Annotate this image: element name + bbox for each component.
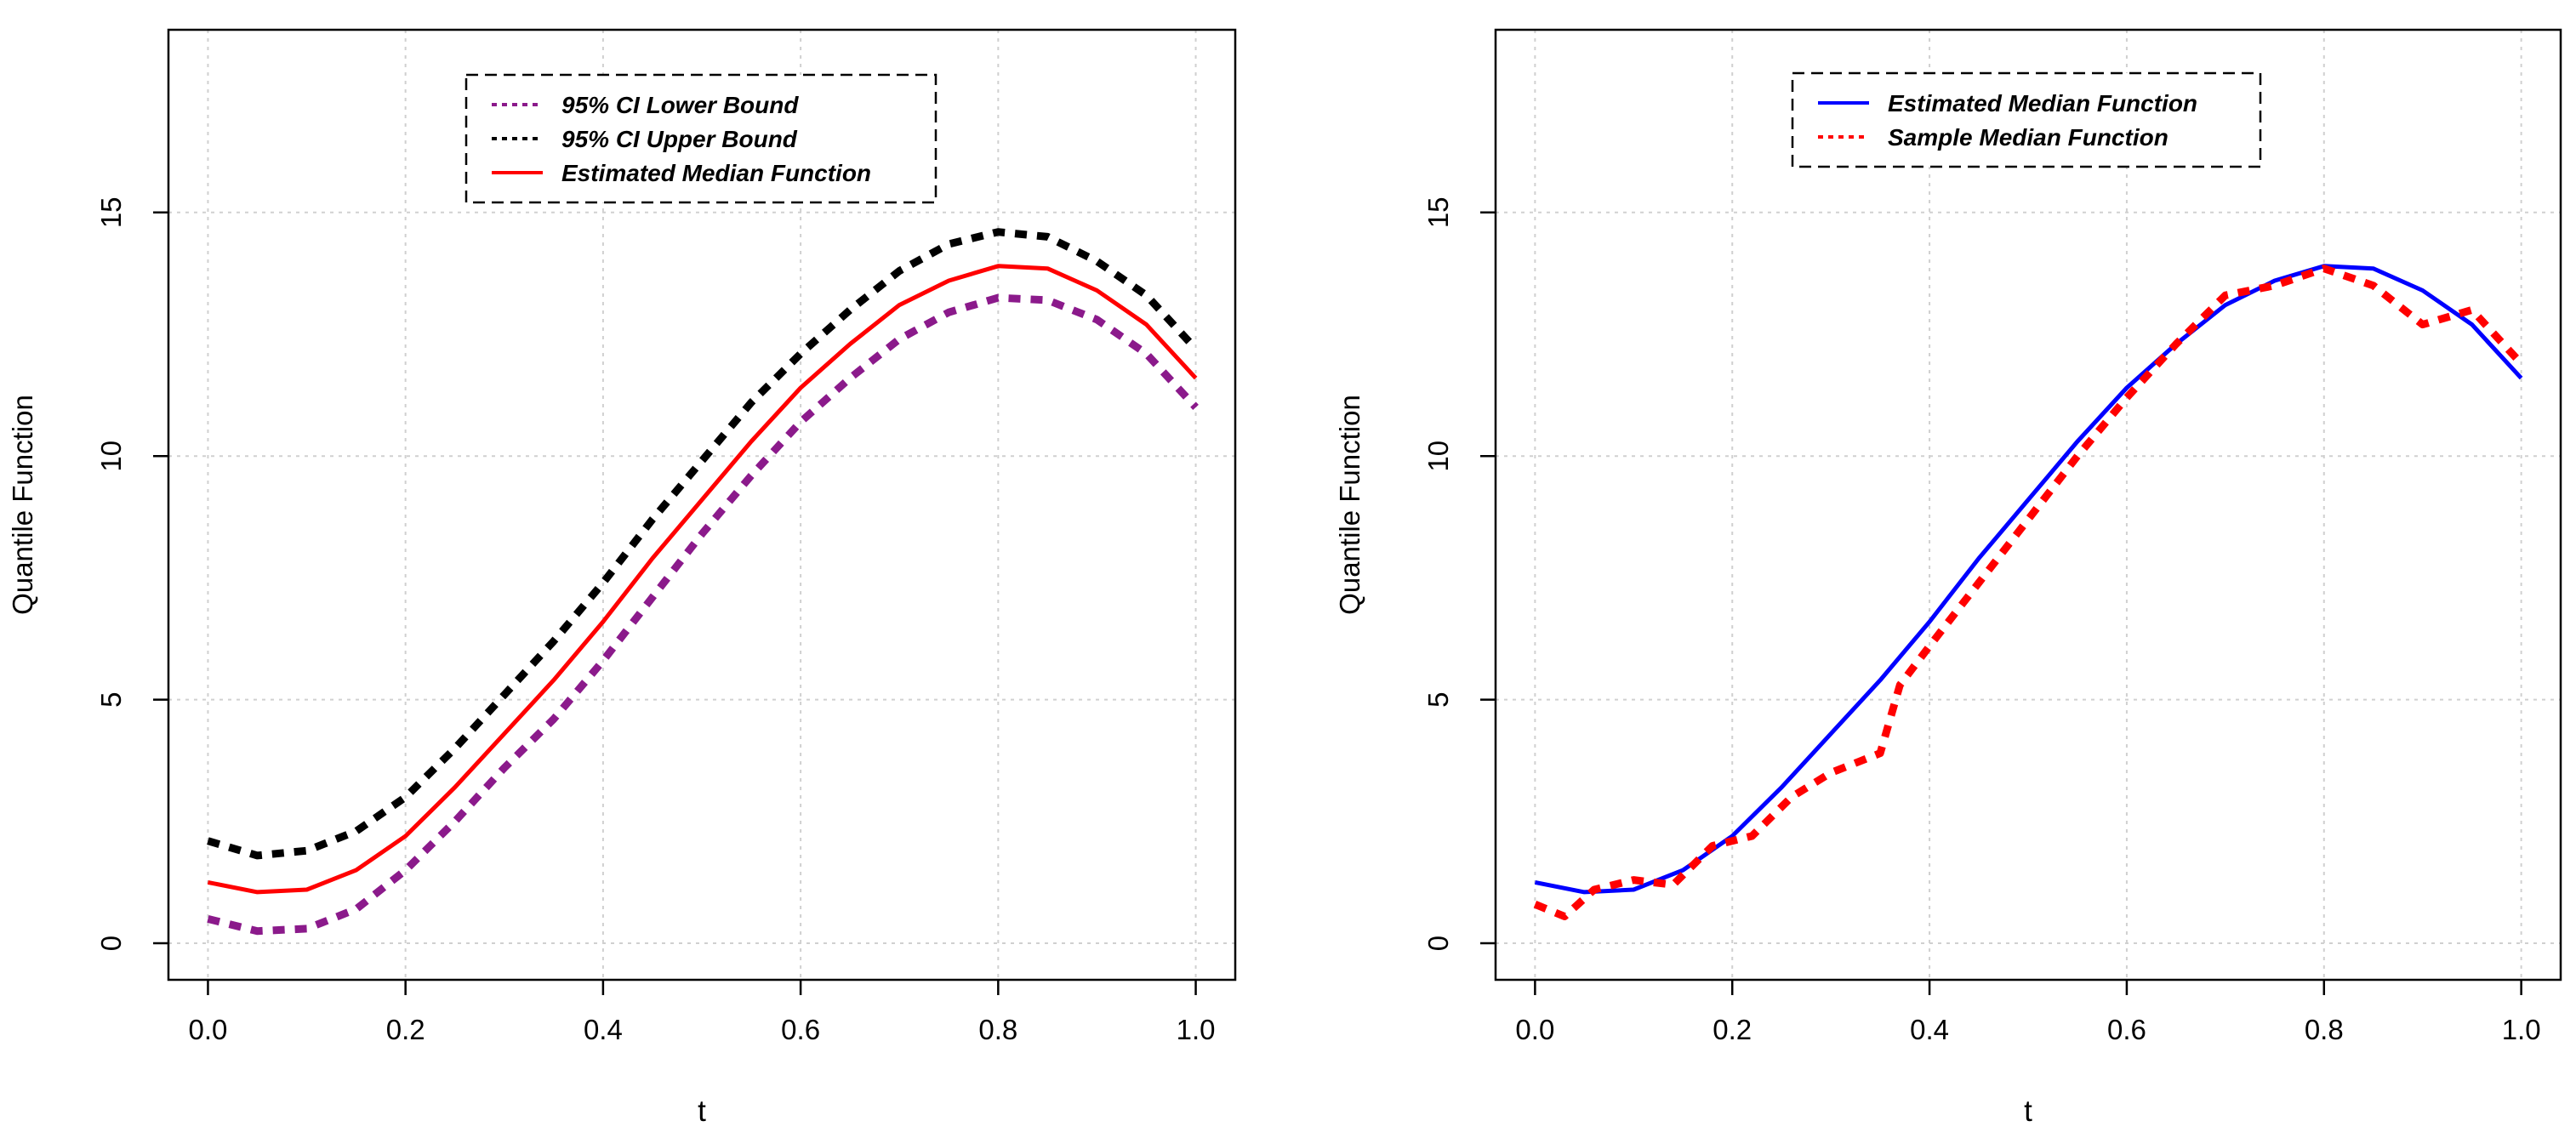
y-tick-label: 10: [1422, 441, 1454, 472]
y-tick-label: 15: [95, 196, 127, 228]
series-line-95-ci-upper-bound: [207, 228, 1199, 860]
plot-frame: [1494, 28, 2562, 982]
y-tick-label: 0: [95, 936, 127, 951]
y-tick-label: 15: [1422, 196, 1454, 228]
y-axis-label: Quantile Function: [7, 395, 38, 615]
x-axis-label: t: [698, 1095, 706, 1128]
legend: Estimated Median Function Sample Median F…: [1791, 71, 2262, 168]
y-tick-label: 5: [1422, 691, 1454, 707]
x-tick-label: 1.0: [2502, 1014, 2541, 1045]
chart-panel-2: 0.0 0.2 0.4 0.6 0.8 1.0 0 5 10 15 t Quantile Functi…: [1334, 28, 2562, 1128]
chart-panel-1: 0.0 0.2 0.4 0.6 0.8 1.0 0 5 10 15 t Quantile Functi…: [7, 28, 1237, 1128]
x-tick-label: 0.0: [1515, 1014, 1554, 1045]
x-tick-label: 0.6: [2107, 1014, 2146, 1045]
x-tick-label: 0.4: [584, 1014, 623, 1045]
x-tick-label: 0.2: [386, 1014, 425, 1045]
x-axis-label: t: [2024, 1095, 2032, 1128]
legend-label: 95% CI Upper Bound: [561, 126, 798, 152]
y-tick-label: 5: [95, 691, 127, 707]
x-tick-label: 1.0: [1177, 1014, 1216, 1045]
series-line-estimated-median-function: [207, 264, 1198, 895]
series-line-sample-median-function: [1533, 265, 2524, 920]
x-tick-label: 0.2: [1713, 1014, 1752, 1045]
x-tick-label: 0.4: [1910, 1014, 1949, 1045]
y-axis-label: Quantile Function: [1334, 395, 1365, 615]
plot-frame: [167, 28, 1237, 982]
legend-label: Sample Median Function: [1888, 124, 2169, 151]
legend: 95% CI Lower Bound 95% CI Upper Bound Esti…: [464, 73, 938, 204]
legend-label: Estimated Median Function: [561, 160, 871, 186]
x-tick-label: 0.0: [189, 1014, 228, 1045]
x-tick-label: 0.8: [978, 1014, 1017, 1045]
legend-box: [464, 73, 938, 204]
legend-label: 95% CI Lower Bound: [561, 92, 799, 118]
series-line-estimated-median-function: [1534, 264, 2523, 895]
y-tick-label: 0: [1422, 936, 1454, 951]
x-tick-label: 0.6: [781, 1014, 820, 1045]
y-tick-label: 10: [95, 441, 127, 472]
legend-box: [1791, 71, 2262, 168]
legend-label: Estimated Median Function: [1888, 90, 2197, 117]
series-line-95-ci-lower-bound: [207, 293, 1199, 936]
x-tick-label: 0.8: [2305, 1014, 2344, 1045]
